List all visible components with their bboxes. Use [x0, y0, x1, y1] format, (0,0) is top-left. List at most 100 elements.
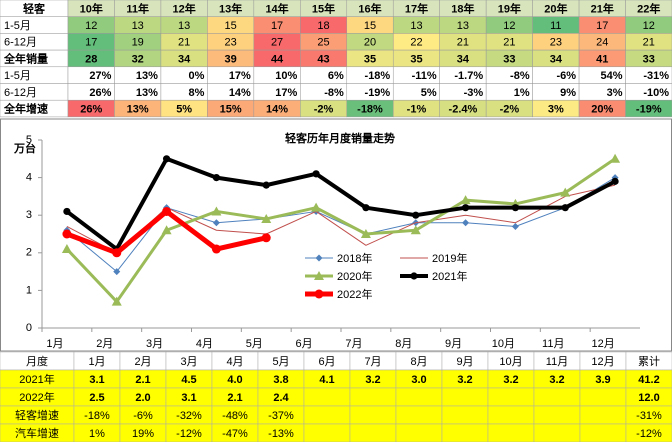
- marker: [62, 229, 72, 239]
- marker: [63, 207, 71, 216]
- table-cell: [487, 405, 535, 425]
- table-text: 13%: [136, 87, 158, 99]
- marker: [212, 219, 220, 227]
- table-cell: [441, 423, 489, 442]
- table-text: -19%: [636, 103, 662, 115]
- table-cell: [533, 423, 581, 442]
- table-text: 3.2: [503, 374, 518, 386]
- table-text: 6-12月: [4, 37, 37, 49]
- legend-label: 2021年: [432, 269, 467, 283]
- marker: [162, 206, 172, 216]
- header-text: 9月: [456, 356, 473, 368]
- table-text: -8%: [510, 70, 530, 82]
- table-text: 2.1: [135, 374, 150, 386]
- legend-label: 2020年: [337, 269, 372, 283]
- table-text: 19: [132, 37, 144, 49]
- marker: [162, 155, 171, 163]
- table-text: -47%: [222, 428, 248, 440]
- table-text: -13%: [268, 428, 294, 440]
- x-tick-label: 5月: [246, 338, 263, 350]
- table-cell: [303, 387, 351, 407]
- header-text: 7月: [364, 356, 381, 368]
- table-text: -31%: [636, 410, 662, 422]
- table-text: 1%: [89, 428, 105, 440]
- table-text: 26%: [89, 87, 111, 99]
- header-text: 11年: [126, 1, 149, 15]
- table-text: 3.0: [411, 374, 426, 386]
- table-text: 4.0: [227, 374, 242, 386]
- series-line: [65, 156, 617, 252]
- y-tick-label: 5: [26, 134, 32, 146]
- marker: [211, 244, 221, 254]
- table-text: 20%: [591, 103, 613, 115]
- header-text: 20年: [544, 1, 567, 15]
- table-cell: [487, 387, 535, 407]
- table-text: 19%: [132, 428, 154, 440]
- table-text: -31%: [643, 70, 669, 82]
- table-text: 34: [457, 53, 470, 65]
- header-text: 14年: [265, 1, 288, 15]
- table-text: 全年销量: [3, 51, 48, 65]
- table-text: 41: [596, 53, 608, 65]
- table-text: 13: [457, 20, 469, 32]
- marker: [360, 229, 371, 238]
- table-text: -18%: [365, 70, 391, 82]
- table-text: 9%: [560, 87, 576, 99]
- marker: [314, 289, 324, 299]
- table-text: 17: [596, 20, 608, 32]
- y-tick-label: 0: [26, 322, 32, 334]
- marker: [412, 211, 420, 219]
- table-text: 3.8: [273, 374, 288, 386]
- x-tick-label: 1月: [46, 338, 63, 350]
- marker: [561, 204, 569, 212]
- header-text: 12年: [173, 1, 196, 15]
- header-text: 轻客: [23, 1, 46, 15]
- header-text: 19年: [498, 1, 521, 15]
- x-tick-label: 3月: [146, 338, 163, 350]
- header-text: 累计: [638, 355, 660, 368]
- table-text: 2.5: [89, 392, 104, 404]
- header-text: 15年: [312, 1, 335, 15]
- header-text: 8月: [410, 356, 427, 368]
- table-text: -18%: [84, 410, 110, 422]
- table-text: 21: [457, 37, 469, 49]
- table-text: -1.7%: [454, 70, 483, 82]
- table-text: 全年增速: [3, 101, 48, 115]
- table-text: 35: [364, 53, 376, 65]
- marker: [461, 204, 470, 212]
- table-text: 39: [224, 53, 236, 65]
- x-tick-label: 4月: [196, 338, 213, 350]
- table-text: 25: [317, 37, 329, 49]
- legend-label: 2019年: [432, 251, 467, 265]
- marker: [610, 153, 621, 163]
- table-text: 34: [550, 53, 563, 65]
- table-text: 23: [224, 37, 236, 49]
- table-text: 18: [317, 20, 329, 32]
- table-text: 3%: [607, 87, 623, 99]
- x-tick-label: 2月: [96, 338, 113, 350]
- header-text: 月度: [26, 354, 48, 368]
- marker: [460, 195, 471, 205]
- marker: [211, 206, 222, 216]
- legend-label: 2022年: [337, 287, 372, 301]
- chart-frame: [0, 118, 672, 352]
- table-cell: [579, 423, 627, 442]
- table-text: 12: [503, 20, 515, 32]
- table-text: 12: [85, 20, 97, 32]
- marker: [511, 222, 519, 230]
- table-text: 11: [550, 20, 561, 32]
- header-text: 21年: [591, 1, 614, 15]
- table-text: 13: [178, 20, 190, 32]
- table-text: 3%: [548, 103, 564, 115]
- marker: [113, 268, 121, 276]
- table-text: 4.1: [319, 374, 334, 386]
- table-text: 17: [85, 37, 97, 49]
- x-tick-label: 11月: [542, 338, 564, 350]
- header-text: 10年: [80, 1, 103, 15]
- table-text: 2021年: [19, 372, 54, 386]
- y-axis-label: 万台: [13, 141, 36, 155]
- table-text: 4.5: [181, 374, 196, 386]
- table-cell: [441, 387, 489, 407]
- marker: [161, 225, 172, 235]
- table-text: -48%: [222, 410, 248, 422]
